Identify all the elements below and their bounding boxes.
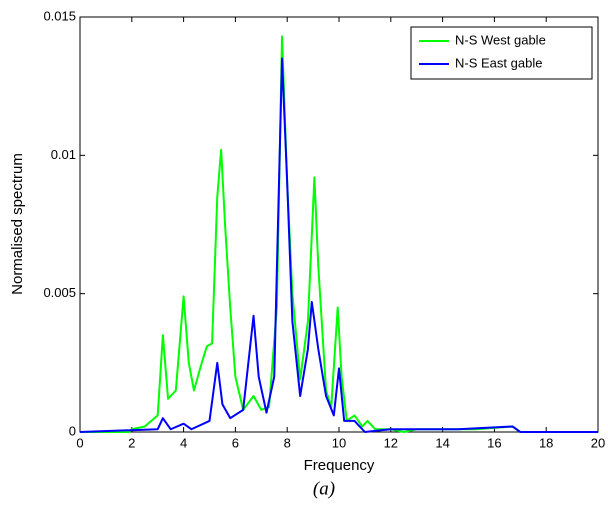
y-tick-label: 0.015 <box>43 8 76 23</box>
x-tick-label: 20 <box>591 435 605 450</box>
caption: (a) <box>313 478 335 499</box>
x-tick-label: 10 <box>332 435 346 450</box>
x-tick-label: 12 <box>384 435 398 450</box>
y-axis-label: Normalised spectrum <box>9 153 26 295</box>
y-tick-label: 0.005 <box>43 285 76 300</box>
plot-area <box>79 16 599 433</box>
legend-label: N-S East gable <box>455 55 542 70</box>
x-tick-label: 0 <box>76 435 83 450</box>
y-tick-label: 0 <box>69 423 76 438</box>
x-tick-label: 6 <box>232 435 239 450</box>
y-tick-label: 0.01 <box>51 147 76 162</box>
x-tick-label: 18 <box>539 435 553 450</box>
legend <box>410 26 593 80</box>
legend-label: N-S West gable <box>455 32 546 47</box>
x-tick-label: 16 <box>487 435 501 450</box>
x-tick-label: 4 <box>180 435 187 450</box>
x-axis-label: Frequency <box>304 457 375 474</box>
x-tick-label: 2 <box>128 435 135 450</box>
x-tick-label: 14 <box>435 435 449 450</box>
x-tick-label: 8 <box>284 435 291 450</box>
series-line <box>79 57 598 433</box>
